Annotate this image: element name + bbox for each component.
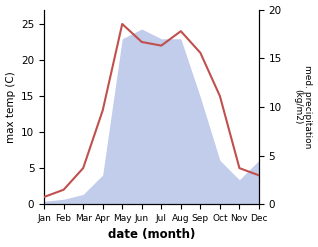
Y-axis label: max temp (C): max temp (C) (5, 71, 16, 143)
X-axis label: date (month): date (month) (108, 228, 195, 242)
Y-axis label: med. precipitation
(kg/m2): med. precipitation (kg/m2) (293, 65, 313, 148)
